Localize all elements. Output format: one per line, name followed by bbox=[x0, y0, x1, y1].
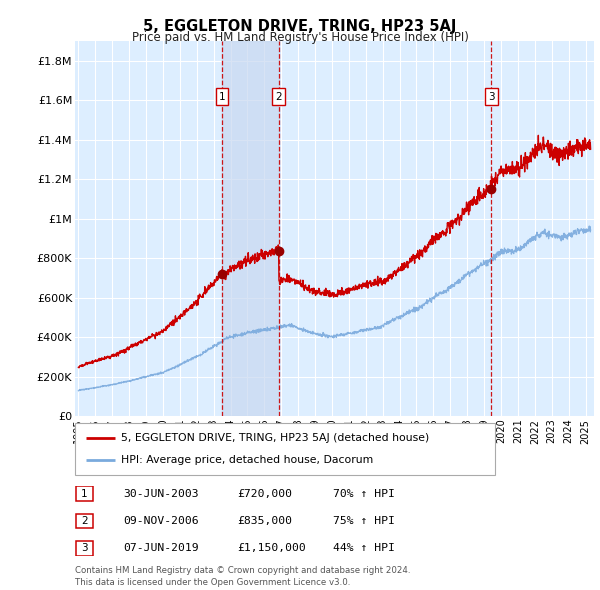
Text: HPI: Average price, detached house, Dacorum: HPI: Average price, detached house, Daco… bbox=[121, 455, 373, 466]
Text: 2: 2 bbox=[275, 91, 282, 101]
Text: 5, EGGLETON DRIVE, TRING, HP23 5AJ: 5, EGGLETON DRIVE, TRING, HP23 5AJ bbox=[143, 19, 457, 34]
Text: 3: 3 bbox=[81, 543, 88, 553]
Text: 3: 3 bbox=[488, 91, 495, 101]
FancyBboxPatch shape bbox=[76, 486, 93, 502]
Text: 1: 1 bbox=[218, 91, 226, 101]
Text: 30-JUN-2003: 30-JUN-2003 bbox=[123, 489, 199, 499]
Bar bbox=[222, 41, 279, 416]
Text: Contains HM Land Registry data © Crown copyright and database right 2024.
This d: Contains HM Land Registry data © Crown c… bbox=[75, 566, 410, 587]
Text: Price paid vs. HM Land Registry's House Price Index (HPI): Price paid vs. HM Land Registry's House … bbox=[131, 31, 469, 44]
Text: 70% ↑ HPI: 70% ↑ HPI bbox=[333, 489, 395, 499]
Text: 09-NOV-2006: 09-NOV-2006 bbox=[123, 516, 199, 526]
FancyBboxPatch shape bbox=[76, 513, 93, 529]
Text: 1: 1 bbox=[81, 489, 88, 499]
Text: 07-JUN-2019: 07-JUN-2019 bbox=[123, 543, 199, 553]
Text: 2: 2 bbox=[81, 516, 88, 526]
Text: 44% ↑ HPI: 44% ↑ HPI bbox=[333, 543, 395, 553]
FancyBboxPatch shape bbox=[75, 423, 495, 475]
Text: £1,150,000: £1,150,000 bbox=[237, 543, 306, 553]
Text: £720,000: £720,000 bbox=[237, 489, 292, 499]
Text: 5, EGGLETON DRIVE, TRING, HP23 5AJ (detached house): 5, EGGLETON DRIVE, TRING, HP23 5AJ (deta… bbox=[121, 432, 430, 442]
Text: £835,000: £835,000 bbox=[237, 516, 292, 526]
FancyBboxPatch shape bbox=[76, 540, 93, 556]
Text: 75% ↑ HPI: 75% ↑ HPI bbox=[333, 516, 395, 526]
